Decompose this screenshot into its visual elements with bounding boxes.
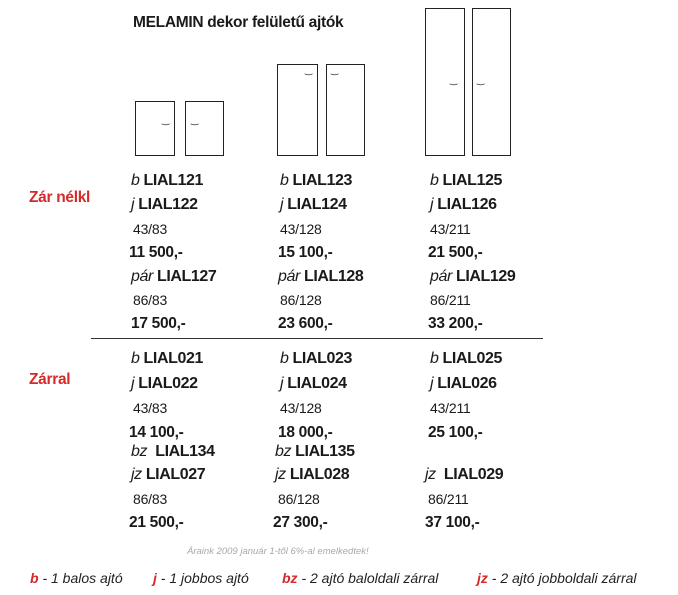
dimension: 86/211: [428, 491, 469, 507]
dimension: 43/128: [280, 221, 322, 237]
dimension: 86/211: [430, 292, 471, 308]
code-j: j LIAL126: [430, 196, 497, 213]
dimension: 43/211: [430, 400, 471, 416]
legend-item-jz: jz - 2 ajtó jobboldali zárral: [477, 570, 637, 586]
door-handle-icon: ‿: [305, 65, 313, 75]
price: 11 500,-: [129, 244, 183, 261]
code-jz: jz LIAL028: [275, 466, 350, 483]
door-medium-left: ‿: [277, 64, 318, 156]
door-medium-right: ‿: [326, 64, 365, 156]
code-b: b LIAL123: [280, 172, 352, 189]
legend-item-bz: bz - 2 ajtó baloldali zárral: [282, 570, 439, 586]
code-pair: pár LIAL129: [430, 268, 516, 285]
door-small-right: ‿: [185, 101, 224, 156]
price: 21 500,-: [129, 514, 184, 531]
code-jz: jz LIAL027: [131, 466, 206, 483]
dimension: 86/83: [133, 491, 168, 507]
code-jz: jz LIAL029: [425, 466, 504, 483]
code-b: b LIAL125: [430, 172, 502, 189]
price: 27 300,-: [273, 514, 328, 531]
price: 23 600,-: [278, 315, 333, 332]
code-j: j LIAL122: [131, 196, 198, 213]
dimension: 43/211: [430, 221, 471, 237]
section-label-no-lock: Zár nélkl: [29, 189, 91, 206]
page-title: MELAMIN dekor felületű ajtók: [133, 14, 344, 31]
door-small-left: ‿: [135, 101, 175, 156]
door-handle-icon: ‿: [450, 75, 458, 85]
code-j: j LIAL124: [280, 196, 347, 213]
price: 37 100,-: [425, 514, 480, 531]
code-bz: bz LIAL135: [275, 443, 355, 460]
code-j: j LIAL022: [131, 375, 198, 392]
code-bz: bz LIAL134: [131, 443, 215, 460]
code-j: j LIAL026: [430, 375, 497, 392]
code-j: j LIAL024: [280, 375, 347, 392]
code-b: b LIAL025: [430, 350, 502, 367]
legend-item-b: b - 1 balos ajtó: [30, 570, 123, 586]
dimension: 43/83: [133, 221, 168, 237]
price: 15 100,-: [278, 244, 333, 261]
price-increase-note: Áraink 2009 január 1-től 6%-al emelkedte…: [187, 546, 369, 557]
dimension: 86/128: [280, 292, 322, 308]
code-b: b LIAL021: [131, 350, 203, 367]
door-handle-icon: ‿: [162, 115, 170, 125]
price: 14 100,-: [129, 424, 184, 441]
price: 17 500,-: [131, 315, 186, 332]
dimension: 86/83: [133, 292, 168, 308]
price: 21 500,-: [428, 244, 483, 261]
price: 18 000,-: [278, 424, 333, 441]
price: 33 200,-: [428, 315, 483, 332]
price: 25 100,-: [428, 424, 483, 441]
door-handle-icon: ‿: [477, 75, 485, 85]
code-pair: pár LIAL128: [278, 268, 364, 285]
dimension: 43/83: [133, 400, 168, 416]
door-large-right: ‿: [472, 8, 511, 156]
code-pair: pár LIAL127: [131, 268, 217, 285]
dimension: 43/128: [280, 400, 322, 416]
code-b: b LIAL121: [131, 172, 203, 189]
door-handle-icon: ‿: [191, 115, 199, 125]
door-handle-icon: ‿: [331, 65, 339, 75]
section-divider: [91, 338, 543, 339]
legend-item-j: j - 1 jobbos ajtó: [153, 570, 249, 586]
section-label-with-lock: Zárral: [29, 371, 71, 388]
door-large-left: ‿: [425, 8, 465, 156]
code-b: b LIAL023: [280, 350, 352, 367]
dimension: 86/128: [278, 491, 320, 507]
